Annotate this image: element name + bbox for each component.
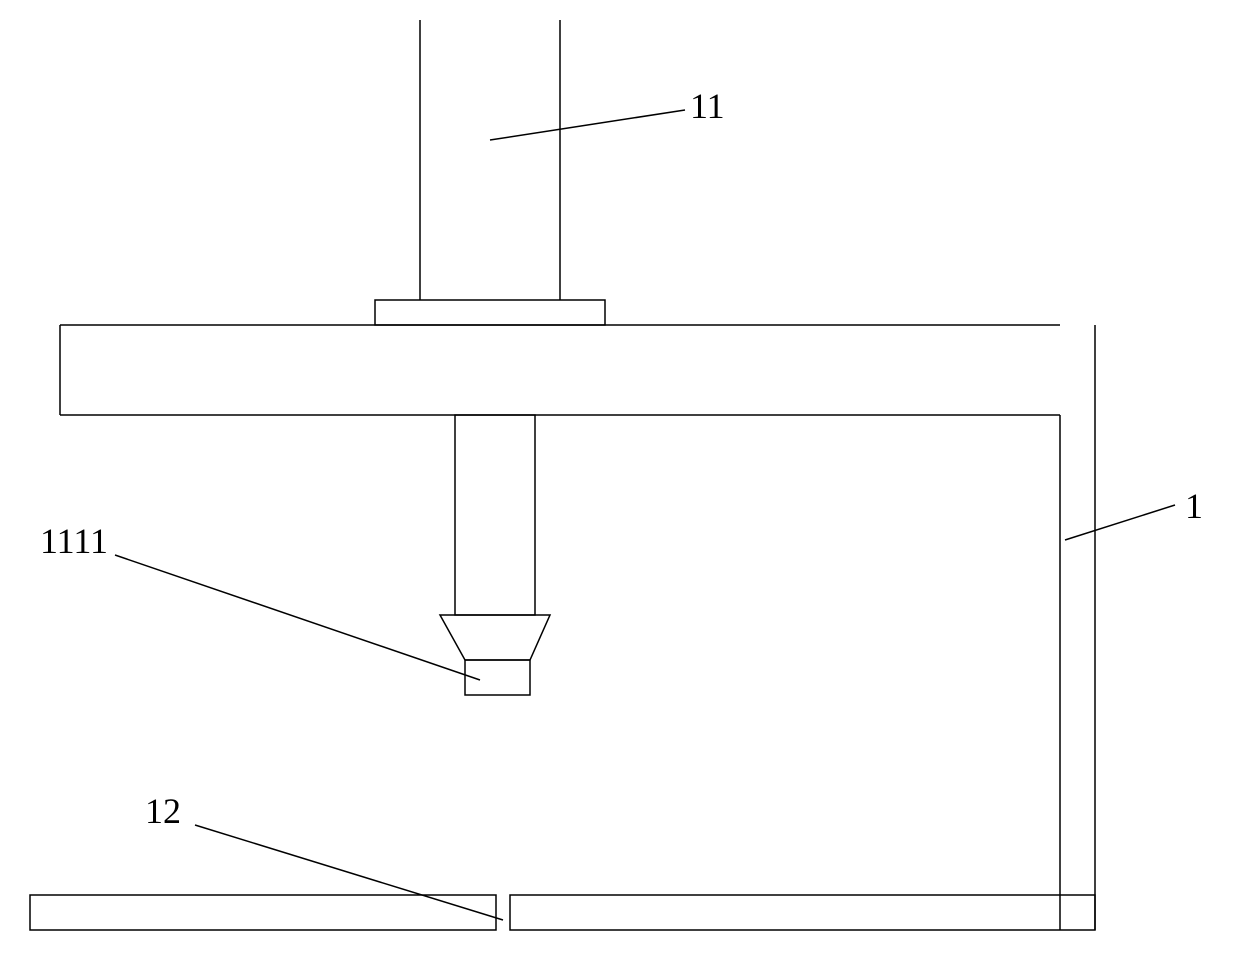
callout-label-11: 11: [690, 85, 725, 127]
callout-label-12: 12: [145, 790, 181, 832]
diagram-canvas: 11 1 1111 12: [0, 0, 1240, 969]
callout-label-1: 1: [1185, 485, 1203, 527]
callout-label-1111: 1111: [40, 520, 108, 562]
drawing-svg: [0, 0, 1240, 969]
